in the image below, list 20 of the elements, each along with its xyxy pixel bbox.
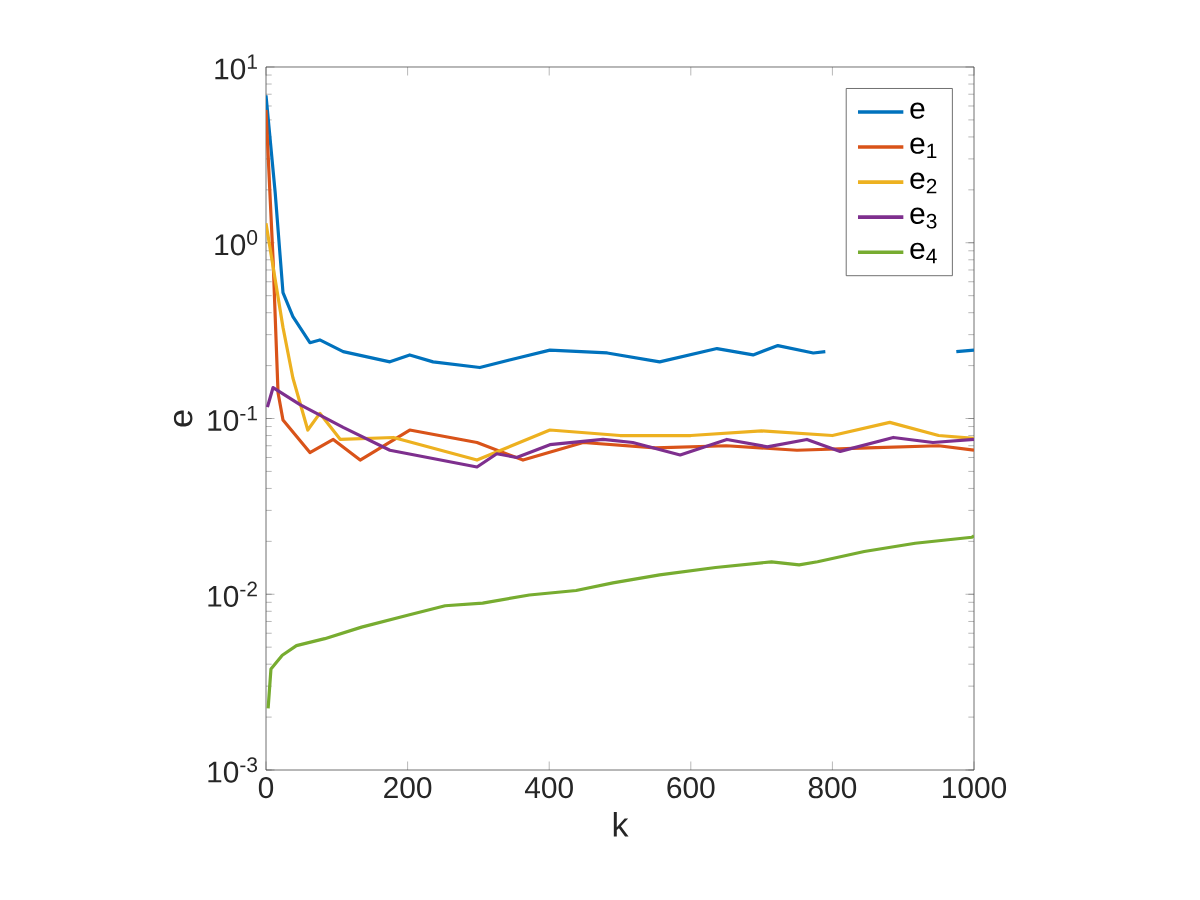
- legend-label: e$_{3}$: [910, 207, 937, 229]
- x-tick-label: 1000: [943, 777, 1007, 799]
- x-tick-label: 200: [384, 777, 432, 799]
- x-tick-label: 600: [667, 777, 715, 799]
- x-tick-label: 0: [258, 777, 274, 799]
- y-tick-label: 10$^{-1}$: [208, 405, 257, 432]
- x-tick-label: 800: [808, 777, 857, 799]
- y-tick-label: 10$^{-3}$: [208, 757, 258, 783]
- y-tick-label: 10$^{1}$: [215, 54, 257, 80]
- line-series: [266, 385, 975, 469]
- legend-label: e$_{2}$: [910, 172, 937, 194]
- y-axis-title: e: [173, 410, 193, 427]
- legend-label: e: [910, 102, 925, 119]
- line-series: [266, 534, 975, 711]
- legend-label: e$_{4}$: [910, 242, 937, 264]
- legend-label: e$_{1}$: [910, 137, 937, 159]
- x-axis-title: k: [613, 811, 629, 837]
- x-tick-label: 400: [524, 777, 573, 799]
- y-tick-label: 10$^{0}$: [215, 230, 258, 256]
- y-tick-label: 10$^{-2}$: [208, 581, 257, 607]
